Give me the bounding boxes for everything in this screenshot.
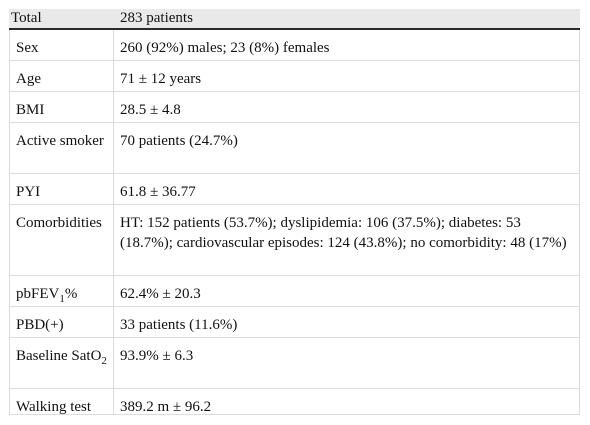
table-row-pbd: PBD(+) 33 patients (11.6%)	[9, 307, 580, 338]
table-row-pbfev1: pbFEV1% 62.4% ± 20.3	[9, 276, 580, 307]
row-value: 61.8 ± 36.77	[120, 184, 196, 200]
row-value: 389.2 m ± 96.2	[120, 399, 212, 415]
row-label: BMI	[10, 92, 114, 122]
label-tail: %	[64, 286, 78, 302]
table-row-pyi: PYI 61.8 ± 36.77	[9, 174, 580, 205]
row-value: 71 ± 12 years	[120, 71, 202, 87]
row-label: pbFEV1%	[10, 276, 114, 306]
row-value: 260 (92%) males; 23 (8%) females	[120, 40, 330, 56]
header-value: 283 patients	[120, 10, 193, 26]
row-value: 33 patients (11.6%)	[120, 317, 238, 333]
label-main: Baseline SatO	[16, 348, 102, 364]
row-label: Active smoker	[10, 123, 114, 173]
label-main: pbFEV	[16, 286, 60, 302]
table-row-sex: Sex 260 (92%) males; 23 (8%) females	[9, 30, 580, 61]
row-label: PYI	[10, 174, 114, 204]
table-row-active-smoker: Active smoker 70 patients (24.7%)	[9, 123, 580, 174]
row-label: Sex	[10, 30, 114, 60]
table-row-bmi: BMI 28.5 ± 4.8	[9, 92, 580, 123]
table-row-walking-test: Walking test 389.2 m ± 96.2	[9, 389, 580, 415]
row-label: Walking test	[10, 389, 114, 415]
table-header-row: Total 283 patients	[9, 9, 580, 30]
table-row-baseline-sato2: Baseline SatO2 93.9% ± 6.3	[9, 338, 580, 389]
row-value: 62.4% ± 20.3	[120, 286, 201, 302]
row-label: Baseline SatO2	[10, 338, 114, 388]
row-value: 70 patients (24.7%)	[120, 133, 238, 149]
row-label: PBD(+)	[10, 307, 114, 337]
row-label: Age	[10, 61, 114, 91]
label-subscript: 2	[101, 355, 107, 367]
patient-characteristics-table: Total 283 patients Sex 260 (92%) males; …	[9, 9, 580, 415]
row-label: Comorbidities	[10, 205, 114, 275]
row-value: 93.9% ± 6.3	[120, 348, 194, 364]
table-row-comorbidities: Comorbidities HT: 152 patients (53.7%); …	[9, 205, 580, 276]
row-value: HT: 152 patients (53.7%); dyslipidemia: …	[120, 215, 567, 251]
row-value: 28.5 ± 4.8	[120, 102, 181, 118]
table-row-age: Age 71 ± 12 years	[9, 61, 580, 92]
header-label: Total	[11, 10, 42, 26]
label-subscript: 1	[59, 293, 65, 305]
